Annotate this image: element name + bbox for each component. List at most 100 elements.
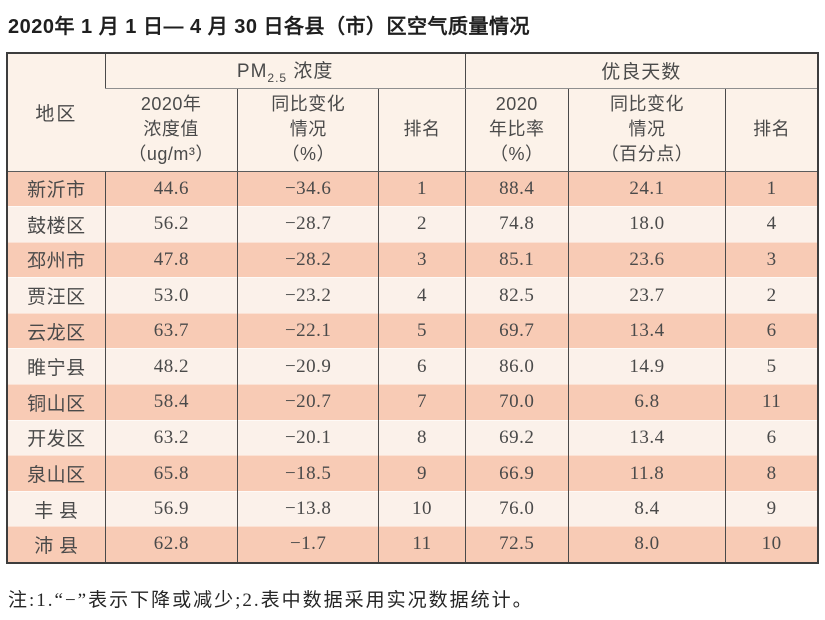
- value-cell: 65.8: [104, 455, 238, 492]
- value-cell: 9: [378, 455, 466, 492]
- region-cell: 泉山区: [7, 455, 106, 492]
- value-cell: 1: [725, 171, 818, 207]
- value-cell: 13.4: [567, 419, 726, 456]
- region-cell: 云龙区: [7, 312, 106, 349]
- value-cell: 63.2: [104, 419, 238, 456]
- table-row: 新沂市 44.6 −34.6 1 88.4 24.1 1: [7, 171, 818, 207]
- value-cell: −18.5: [237, 455, 379, 492]
- value-cell: 53.0: [104, 277, 238, 314]
- ratio-rank-column-header: 排名: [725, 88, 818, 172]
- value-cell: 23.6: [567, 241, 726, 278]
- value-cell: −28.2: [237, 241, 379, 278]
- value-cell: −22.1: [237, 312, 379, 349]
- ratio-column-header: 2020 年比率 （%）: [464, 88, 569, 172]
- value-cell: −13.8: [237, 490, 379, 527]
- value-cell: 14.9: [567, 348, 726, 385]
- pm25-rank-column-header: 排名: [378, 88, 466, 172]
- table-row: 云龙区 63.7 −22.1 5 69.7 13.4 6: [7, 312, 818, 349]
- value-cell: −20.7: [237, 384, 379, 421]
- pm25-group-header: PM2.5 浓度: [104, 53, 466, 89]
- good-days-group-header: 优良天数: [464, 53, 818, 89]
- region-cell: 睢宁县: [7, 348, 106, 385]
- air-quality-table: 地区 PM2.5 浓度 优良天数 2020年 浓度值 （ug/m³） 同比变化 …: [6, 52, 819, 564]
- value-cell: 3: [725, 241, 818, 278]
- table-row: 睢宁县 48.2 −20.9 6 86.0 14.9 5: [7, 348, 818, 385]
- value-cell: 11: [725, 384, 818, 421]
- region-cell: 丰 县: [7, 490, 106, 527]
- region-cell: 沛 县: [7, 526, 106, 563]
- value-cell: 10: [725, 526, 818, 563]
- value-cell: 82.5: [464, 277, 569, 314]
- region-cell: 贾汪区: [7, 277, 106, 314]
- value-cell: 48.2: [104, 348, 238, 385]
- pm25-label-prefix: PM: [236, 61, 268, 83]
- value-cell: 10: [378, 490, 466, 527]
- table-row: 铜山区 58.4 −20.7 7 70.0 6.8 11: [7, 384, 818, 421]
- value-cell: 69.7: [464, 312, 569, 349]
- table-row: 丰 县 56.9 −13.8 10 76.0 8.4 9: [7, 490, 818, 527]
- value-cell: 2: [378, 206, 466, 243]
- value-cell: 11: [378, 526, 466, 563]
- value-cell: 24.1: [567, 171, 726, 207]
- table-row: 开发区 63.2 −20.1 8 69.2 13.4 6: [7, 419, 818, 456]
- value-cell: 13.4: [567, 312, 726, 349]
- region-cell: 铜山区: [7, 384, 106, 421]
- value-cell: 69.2: [464, 419, 569, 456]
- value-cell: 9: [725, 490, 818, 527]
- value-cell: −20.9: [237, 348, 379, 385]
- value-cell: 66.9: [464, 455, 569, 492]
- value-cell: 2: [725, 277, 818, 314]
- value-cell: 11.8: [567, 455, 726, 492]
- pm25-change-column-header: 同比变化 情况 （%）: [237, 88, 379, 172]
- value-cell: 6: [378, 348, 466, 385]
- value-cell: −20.1: [237, 419, 379, 456]
- value-cell: 56.2: [104, 206, 238, 243]
- value-cell: 70.0: [464, 384, 569, 421]
- value-cell: 63.7: [104, 312, 238, 349]
- value-cell: 56.9: [104, 490, 238, 527]
- value-cell: 4: [725, 206, 818, 243]
- table-row: 邳州市 47.8 −28.2 3 85.1 23.6 3: [7, 241, 818, 278]
- value-cell: 76.0: [464, 490, 569, 527]
- region-cell: 鼓楼区: [7, 206, 106, 243]
- footnote: 注:1.“−”表示下降或减少;2.表中数据采用实况数据统计。: [8, 589, 534, 611]
- ratio-change-column-header: 同比变化 情况 （百分点）: [567, 88, 726, 172]
- value-cell: 44.6: [104, 171, 238, 207]
- table-row: 沛 县 62.8 −1.7 11 72.5 8.0 10: [7, 526, 818, 563]
- value-cell: 18.0: [567, 206, 726, 243]
- value-cell: 8.0: [567, 526, 726, 563]
- value-cell: −28.7: [237, 206, 379, 243]
- value-cell: −1.7: [237, 526, 379, 563]
- pm25-value-column-header: 2020年 浓度值 （ug/m³）: [105, 88, 238, 172]
- value-cell: 62.8: [104, 526, 238, 563]
- region-column-header: 地区: [7, 53, 106, 172]
- value-cell: 86.0: [464, 348, 569, 385]
- value-cell: 7: [378, 384, 466, 421]
- region-cell: 新沂市: [7, 171, 106, 207]
- pm25-label-subscript: 2.5: [267, 71, 288, 86]
- value-cell: 1: [378, 171, 466, 207]
- value-cell: 88.4: [464, 171, 569, 207]
- table-body: 新沂市 44.6 −34.6 1 88.4 24.1 1 鼓楼区 56.2 −28.7 2 74.8 1…: [7, 171, 818, 563]
- value-cell: 4: [378, 277, 466, 314]
- value-cell: 23.7: [567, 277, 726, 314]
- region-cell: 开发区: [7, 419, 106, 456]
- table-header: 地区 PM2.5 浓度 优良天数 2020年 浓度值 （ug/m³） 同比变化 …: [7, 53, 818, 172]
- value-cell: 8: [378, 419, 466, 456]
- value-cell: 58.4: [104, 384, 238, 421]
- value-cell: 3: [378, 241, 466, 278]
- value-cell: 6.8: [567, 384, 726, 421]
- value-cell: 6: [725, 312, 818, 349]
- value-cell: 47.8: [104, 241, 238, 278]
- value-cell: 72.5: [464, 526, 569, 563]
- value-cell: 74.8: [464, 206, 569, 243]
- value-cell: 5: [378, 312, 466, 349]
- table-row: 鼓楼区 56.2 −28.7 2 74.8 18.0 4: [7, 206, 818, 243]
- value-cell: 8.4: [567, 490, 726, 527]
- pm25-label-suffix: 浓度: [293, 61, 334, 83]
- value-cell: 85.1: [464, 241, 569, 278]
- value-cell: 8: [725, 455, 818, 492]
- region-cell: 邳州市: [7, 241, 106, 278]
- value-cell: 5: [725, 348, 818, 385]
